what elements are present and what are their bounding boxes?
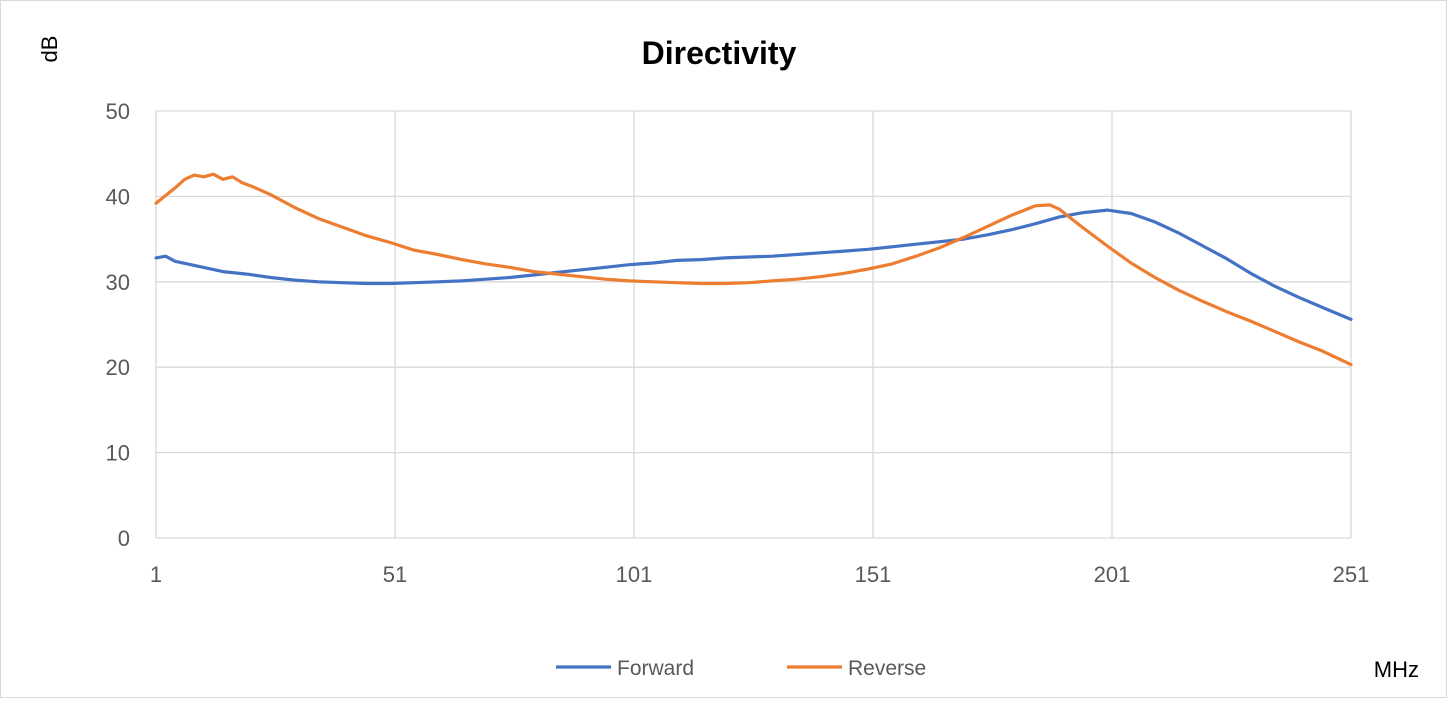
y-tick-label: 0 [118, 526, 130, 551]
y-tick-label: 10 [106, 441, 130, 466]
y-axis-label: dB [37, 36, 62, 63]
x-axis-label: MHz [1374, 657, 1419, 682]
y-tick-label: 30 [106, 270, 130, 295]
chart-title: Directivity [642, 35, 797, 71]
legend-label-reverse: Reverse [848, 657, 926, 680]
x-tick-label: 201 [1094, 562, 1131, 587]
legend-label-forward: Forward [617, 657, 694, 680]
gridlines [156, 110, 1352, 538]
x-tick-label: 151 [855, 562, 892, 587]
series-lines [154, 172, 1353, 367]
y-tick-label: 40 [106, 184, 130, 209]
x-tick-label: 1 [150, 562, 162, 587]
y-tick-labels: 0 10 20 30 40 50 [106, 99, 130, 551]
x-tick-label: 51 [383, 562, 407, 587]
x-tick-labels: 1 51 101 151 201 251 [150, 562, 1369, 587]
x-tick-label: 101 [616, 562, 653, 587]
axes [155, 111, 1351, 539]
series-line-forward [154, 208, 1353, 321]
y-tick-label: 50 [106, 99, 130, 124]
x-tick-label: 251 [1333, 562, 1370, 587]
series-line-reverse [154, 172, 1353, 367]
legend: Forward Reverse [556, 657, 926, 680]
y-tick-label: 20 [106, 355, 130, 380]
